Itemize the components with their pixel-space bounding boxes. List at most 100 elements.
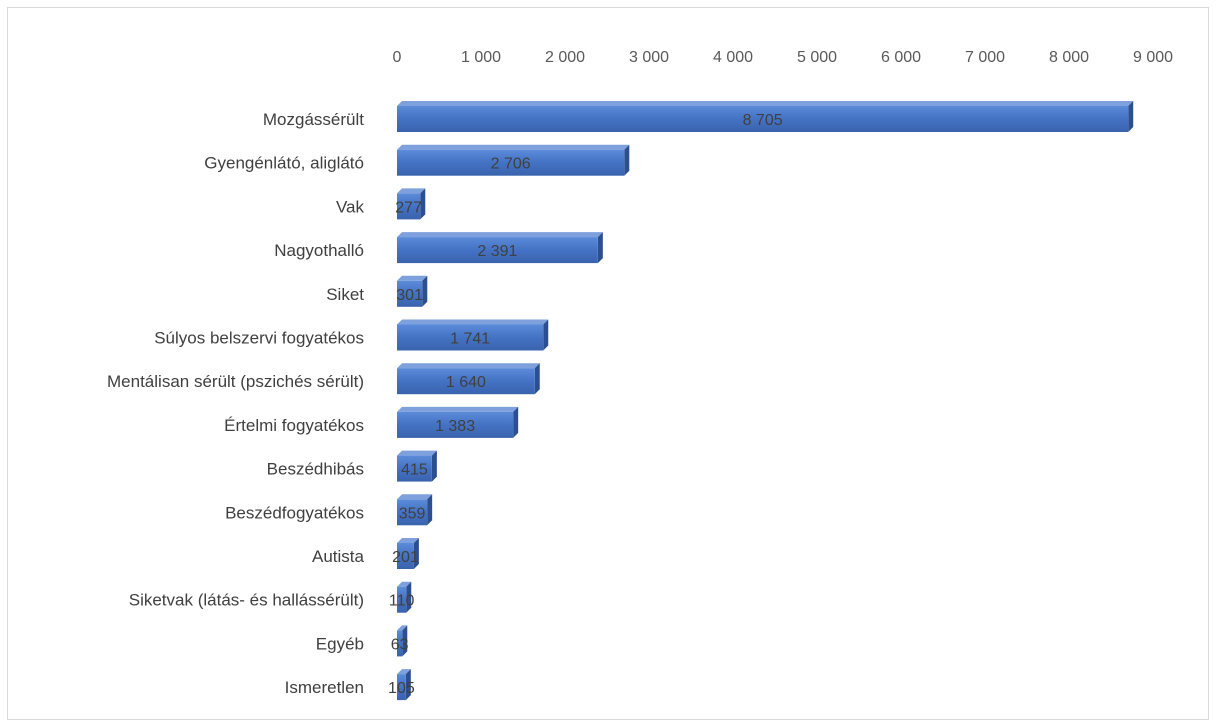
x-tick-label: 5 000 [797, 49, 837, 66]
bar-front-face [397, 368, 535, 395]
x-tick-label: 6 000 [881, 49, 921, 66]
bar [397, 581, 412, 613]
category-label: Egyéb [316, 634, 364, 653]
bar-side-face [427, 494, 433, 526]
category-label: Beszédfogyatékos [225, 503, 364, 522]
data-labels: 8 705 2 706 277 2 391 301 1 741 1 640 1 383 415 3… [388, 112, 783, 697]
data-label: 415 [401, 462, 428, 479]
data-label: 2 391 [477, 243, 517, 260]
bar [397, 188, 426, 220]
bar-side-face [405, 669, 411, 701]
bar [397, 275, 428, 307]
bar-top-face [397, 669, 411, 675]
bar [397, 538, 419, 569]
bar-top-face [397, 363, 540, 369]
bar-front-face [397, 630, 403, 657]
bar-side-face [420, 188, 426, 220]
x-tick-label: 7 000 [965, 49, 1005, 66]
category-label: Mozgássérült [263, 110, 364, 129]
bar-side-face [534, 363, 540, 395]
bar-front-face [397, 280, 423, 307]
bar-front-face [397, 543, 414, 569]
bar-front-face [397, 149, 625, 176]
x-tick-label: 0 [393, 49, 402, 66]
category-label: Ismeretlen [285, 678, 364, 697]
x-tick-label: 4 000 [713, 49, 753, 66]
category-label: Mentálisan sérült (pszichés sérült) [107, 372, 364, 391]
bar-side-face [1128, 101, 1134, 132]
bar-side-face [422, 275, 428, 307]
bar [397, 144, 630, 176]
category-label: Beszédhibás [267, 460, 364, 479]
category-labels: Mozgássérült Gyengénlátó, aliglátó Vak Nagy… [107, 110, 365, 697]
category-label: Vak [336, 197, 365, 216]
bar-top-face [397, 275, 428, 281]
bar-top-face [397, 406, 519, 412]
bar-front-face [397, 193, 421, 220]
bar-side-face [431, 450, 437, 482]
bar-side-face [406, 581, 412, 613]
data-label: 63 [391, 636, 409, 653]
bar-front-face [397, 674, 406, 701]
bar [397, 406, 519, 438]
x-tick-label: 3 000 [629, 49, 669, 66]
x-tick-label: 2 000 [545, 49, 585, 66]
bar-front-face [397, 237, 598, 264]
bar-front-face [397, 324, 544, 351]
bar-side-face [597, 232, 603, 264]
category-label: Autista [312, 547, 365, 566]
data-label: 277 [395, 199, 422, 216]
data-label: 110 [389, 593, 415, 610]
bar-front-face [397, 455, 432, 482]
data-label: 201 [392, 549, 419, 566]
bars [397, 101, 1134, 701]
data-label: 1 383 [435, 418, 475, 435]
data-label: 1 741 [450, 331, 490, 348]
bar-side-face [413, 538, 419, 569]
bar [397, 319, 549, 351]
bar-chart: 0 1 000 2 000 3 000 4 000 5 000 6 000 7 000 8 00… [107, 49, 1174, 701]
bar-front-face [397, 106, 1129, 132]
bar-top-face [397, 319, 549, 325]
bar-top-face [397, 625, 408, 631]
bar-top-face [397, 494, 433, 500]
bar-top-face [397, 101, 1134, 106]
data-label: 2 706 [491, 156, 531, 173]
data-label: 1 640 [446, 374, 486, 391]
bar [397, 450, 437, 482]
x-axis-ticks: 0 1 000 2 000 3 000 4 000 5 000 6 000 7 000 8 00… [393, 49, 1174, 66]
data-label: 301 [396, 287, 423, 304]
bar-top-face [397, 188, 426, 194]
data-label: 105 [388, 680, 415, 697]
bar [397, 232, 603, 264]
data-label: 359 [399, 505, 426, 522]
bar-top-face [397, 232, 603, 238]
data-label: 8 705 [743, 112, 783, 129]
category-label: Gyengénlátó, aliglátó [204, 154, 364, 173]
bar-top-face [397, 450, 437, 456]
bar-top-face [397, 538, 419, 543]
category-label: Siketvak (látás- és hallássérült) [129, 591, 364, 610]
category-label: Nagyothalló [274, 241, 364, 260]
bar [397, 363, 540, 395]
category-label: Értelmi fogyatékos [224, 416, 364, 435]
bar-front-face [397, 586, 407, 613]
bar-top-face [397, 144, 630, 150]
bar [397, 669, 411, 701]
chart-area: 0 1 000 2 000 3 000 4 000 5 000 6 000 7 000 8 00… [7, 7, 1209, 720]
bar [397, 494, 433, 526]
bar-side-face [543, 319, 549, 351]
category-label: Súlyos belszervi fogyatékos [154, 329, 364, 348]
x-tick-label: 9 000 [1133, 49, 1173, 66]
bar-front-face [397, 499, 428, 526]
bar-side-face [513, 406, 519, 438]
bar [397, 101, 1134, 132]
bar-top-face [397, 581, 412, 587]
bar-side-face [624, 144, 630, 176]
bar [397, 625, 408, 657]
x-tick-label: 1 000 [461, 49, 501, 66]
x-tick-label: 8 000 [1049, 49, 1089, 66]
bar-front-face [397, 411, 514, 438]
bar-side-face [402, 625, 408, 657]
category-label: Siket [326, 285, 364, 304]
